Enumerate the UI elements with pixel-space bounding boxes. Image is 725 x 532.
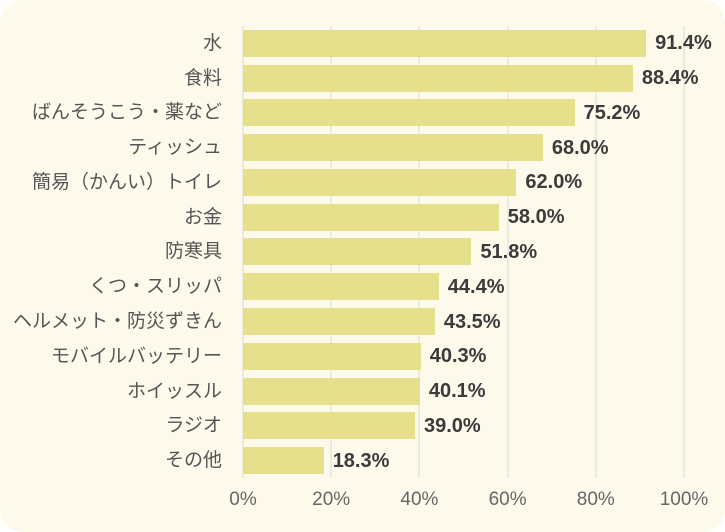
category-label: 食料	[183, 67, 222, 89]
value-label: 18.3%	[332, 449, 390, 472]
category-label: ホイッスル	[126, 380, 222, 402]
chart-row: ラジオ 39.0%	[0, 408, 725, 443]
category-label: お金	[183, 206, 222, 228]
x-tick-label: 100%	[659, 489, 709, 510]
chart-row: その他 18.3%	[0, 443, 725, 478]
bar-track: 18.3%	[243, 447, 725, 475]
value-label: 51.8%	[480, 240, 538, 263]
bar	[243, 29, 647, 57]
category-label: 防寒具	[164, 241, 222, 263]
category-label: ヘルメット・防災ずきん	[12, 311, 222, 332]
bar	[243, 377, 420, 405]
bar-track: 44.4%	[243, 273, 725, 301]
chart-row: ティッシュ 68.0%	[0, 130, 725, 165]
chart-row: ホイッスル 40.1%	[0, 374, 725, 409]
bar	[243, 238, 472, 266]
value-label: 75.2%	[583, 101, 641, 124]
category-label: ティッシュ	[128, 137, 222, 159]
bar-track: 68.0%	[243, 134, 725, 162]
chart-row: 食料 88.4%	[0, 61, 725, 96]
chart-row: ばんそうこう・薬など 75.2%	[0, 96, 725, 131]
x-axis: 0% 20% 40% 60% 80% 100%	[229, 489, 708, 517]
gridline	[683, 26, 685, 478]
value-label: 91.4%	[655, 32, 712, 55]
bar	[243, 168, 517, 196]
bar-track: 91.4%	[243, 29, 725, 57]
value-label: 44.4%	[447, 275, 505, 298]
value-label: 43.5%	[443, 310, 501, 333]
bar	[243, 64, 633, 92]
value-label: 62.0%	[525, 171, 583, 194]
chart-row: 防寒具 51.8%	[0, 235, 725, 270]
x-tick-label: 20%	[312, 489, 351, 510]
bar-track: 40.3%	[243, 342, 725, 370]
chart-row: ヘルメット・防災ずきん 43.5%	[0, 304, 725, 339]
category-label: ばんそうこう・薬など	[31, 102, 222, 124]
bar-chart: 水 91.4% 食料 88.4% ばんそうこう・薬など 75.2% ティッシュ 68.0% 簡易…	[0, 26, 725, 478]
bar	[243, 412, 415, 440]
value-label: 68.0%	[551, 136, 609, 159]
category-label: くつ・スリッパ	[88, 276, 222, 298]
category-label: ラジオ	[165, 415, 222, 437]
bar-track: 51.8%	[243, 238, 725, 266]
bar	[243, 273, 439, 301]
bar-track: 75.2%	[243, 99, 725, 127]
category-label: モバイルバッテリー	[50, 345, 222, 367]
value-label: 40.1%	[428, 380, 486, 403]
bar-track: 62.0%	[243, 168, 725, 196]
category-label: 簡易（かんい）トイレ	[31, 171, 222, 193]
chart-row: 簡易（かんい）トイレ 62.0%	[0, 165, 725, 200]
bar	[243, 308, 435, 335]
chart-row: 水 91.4%	[0, 26, 725, 61]
bar-track: 88.4%	[243, 64, 725, 92]
value-label: 58.0%	[507, 206, 565, 229]
bar-track: 58.0%	[243, 203, 725, 231]
bar	[243, 203, 499, 231]
bar-track: 40.1%	[243, 377, 725, 405]
x-tick-label: 40%	[400, 489, 439, 510]
bar	[243, 447, 324, 475]
gridline	[595, 26, 597, 478]
x-tick-label: 60%	[488, 489, 527, 510]
bar	[243, 134, 543, 162]
x-tick-label: 0%	[229, 489, 257, 510]
bar	[243, 99, 575, 127]
category-label: 水	[202, 32, 222, 54]
bar	[243, 342, 421, 370]
value-label: 88.4%	[641, 67, 699, 90]
bar-track: 43.5%	[243, 308, 725, 335]
value-label: 40.3%	[429, 345, 487, 368]
chart-row: くつ・スリッパ 44.4%	[0, 269, 725, 304]
gridline	[507, 26, 509, 478]
bar-track: 39.0%	[243, 412, 725, 440]
chart-row: モバイルバッテリー 40.3%	[0, 339, 725, 374]
value-label: 39.0%	[423, 414, 481, 437]
category-label: その他	[164, 450, 222, 472]
chart-row: お金 58.0%	[0, 200, 725, 235]
x-tick-label: 80%	[576, 489, 615, 510]
